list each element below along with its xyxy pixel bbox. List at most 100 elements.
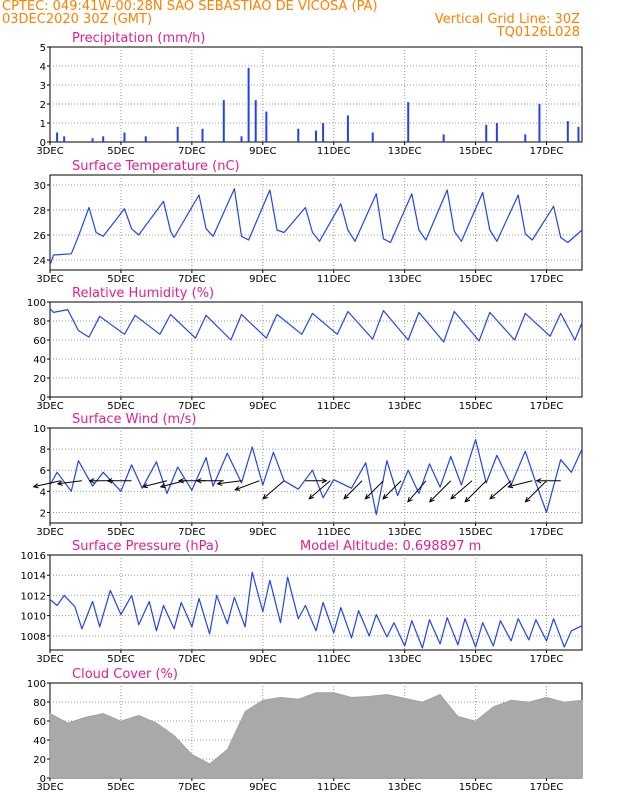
wind-vector-head <box>382 493 388 500</box>
pres-xtick-label: 3DEC <box>36 654 63 665</box>
header: CPTEC: 049:41W-00:28N SAO SEBASTIAO DE V… <box>0 0 618 46</box>
pres-xtick-label: 7DEC <box>178 654 205 665</box>
precip-xtick-label: 9DEC <box>249 146 276 157</box>
wind-vector-head <box>308 494 315 500</box>
cloud-ytick-label: 0 <box>40 774 46 785</box>
temp-title: Surface Temperature (nC) <box>72 159 240 174</box>
precip-xtick-label: 17DEC <box>530 146 564 157</box>
pres-note: Model Altitude: 0.698897 m <box>300 539 481 554</box>
precip-ytick-label: 1 <box>40 119 46 130</box>
precip-bar <box>144 136 147 142</box>
rh-xtick-label: 9DEC <box>249 401 276 412</box>
precip-bar <box>371 132 374 142</box>
precip-bar <box>524 134 527 142</box>
precip-ytick-label: 2 <box>40 100 46 111</box>
cloud-xtick-label: 13DEC <box>388 782 422 793</box>
wind-vector <box>525 480 547 503</box>
wind-vector-head <box>428 496 435 503</box>
wind-title: Surface Wind (m/s) <box>72 412 196 427</box>
precip-xtick-label: 7DEC <box>178 146 205 157</box>
rh-xtick-label: 17DEC <box>530 401 564 412</box>
wind-series-line <box>49 439 583 516</box>
precip-bar <box>315 130 317 142</box>
precip-ytick-label: 3 <box>40 81 46 92</box>
pres-ytick-label: 1012 <box>21 591 46 602</box>
wind-vector <box>489 480 512 500</box>
model-code: TQ0126L028 <box>496 25 580 40</box>
grid-line-note: Vertical Grid Line: 30Z <box>434 12 580 27</box>
precip-bar <box>123 132 126 142</box>
rh-ytick-label: 80 <box>33 317 46 328</box>
wind-vector-head <box>88 478 95 484</box>
cloud-xtick-label: 5DEC <box>107 782 134 793</box>
wind-vector-head <box>464 496 471 503</box>
wind-vector <box>382 480 402 500</box>
cloud-ytick-label: 80 <box>33 698 46 709</box>
pres-series-line <box>49 571 583 649</box>
wind-vector-head <box>507 483 514 489</box>
precip-bar <box>495 123 498 142</box>
temp-series-line <box>49 188 583 266</box>
temp-frame <box>49 174 583 271</box>
pres-xtick-label: 13DEC <box>388 654 422 665</box>
precip-bar <box>240 136 243 142</box>
precip-bar <box>346 115 349 142</box>
wind-vector <box>142 480 168 488</box>
cloud-xtick-label: 9DEC <box>249 782 276 793</box>
wind-vector-head <box>216 480 223 486</box>
pres-xtick-label: 15DEC <box>459 654 493 665</box>
precip-xtick-label: 5DEC <box>107 146 134 157</box>
precip-bar <box>56 132 59 142</box>
wind-vector-head <box>195 478 202 484</box>
precip-ytick-label: 4 <box>40 62 46 73</box>
wind-vector-head <box>524 496 531 503</box>
rh-series-line <box>49 308 583 343</box>
temp-xtick-label: 9DEC <box>249 274 276 285</box>
cloud-ytick-label: 100 <box>27 679 46 690</box>
temp-ytick-label: 28 <box>33 206 46 217</box>
wind-vector <box>33 480 61 488</box>
pres-ytick-label: 1014 <box>21 571 46 582</box>
cloud-xtick-label: 17DEC <box>530 782 564 793</box>
pres-xtick-label: 9DEC <box>249 654 276 665</box>
precip-xtick-label: 13DEC <box>388 146 422 157</box>
rh-xtick-label: 15DEC <box>459 401 493 412</box>
cloud-title: Cloud Cover (%) <box>72 667 178 682</box>
precip-frame <box>49 46 583 143</box>
wind-xtick-label: 7DEC <box>178 527 205 538</box>
wind-vector-head <box>32 483 39 489</box>
wind-vector <box>343 480 363 500</box>
cloud-ytick-label: 40 <box>33 736 46 747</box>
wind-xtick-label: 17DEC <box>530 527 564 538</box>
rh-xtick-label: 3DEC <box>36 401 63 412</box>
precip-bar <box>201 128 204 142</box>
wind-ytick-label: 2 <box>40 508 46 519</box>
wind-vector <box>235 480 260 491</box>
rh-xtick-label: 7DEC <box>178 401 205 412</box>
precip-bar <box>63 136 66 142</box>
precip-xtick-label: 15DEC <box>459 146 493 157</box>
wind-ytick-label: 6 <box>40 466 46 477</box>
wind-vector <box>365 480 384 500</box>
wind-xtick-label: 15DEC <box>459 527 493 538</box>
rh-xtick-label: 5DEC <box>107 401 134 412</box>
precip-xtick-label: 3DEC <box>36 146 63 157</box>
temp-xtick-label: 5DEC <box>107 274 134 285</box>
wind-vector <box>450 480 473 500</box>
precip-bar <box>254 100 257 142</box>
wind-vector-head <box>364 493 371 500</box>
temp-ytick-label: 24 <box>33 256 46 267</box>
wind-vector <box>407 480 427 503</box>
precip-bar <box>485 124 488 142</box>
wind-vector-head <box>262 494 269 500</box>
precip-bar <box>538 104 541 142</box>
wind-vector-head <box>407 496 413 503</box>
wind-ytick-label: 4 <box>40 487 46 498</box>
temp-ytick-label: 26 <box>33 231 46 242</box>
precip-bar <box>102 136 105 142</box>
precip-ytick-label: 0 <box>40 138 46 149</box>
temp-xtick-label: 15DEC <box>459 274 493 285</box>
rh-ytick-label: 40 <box>33 355 46 366</box>
wind-vector-head <box>177 478 184 484</box>
